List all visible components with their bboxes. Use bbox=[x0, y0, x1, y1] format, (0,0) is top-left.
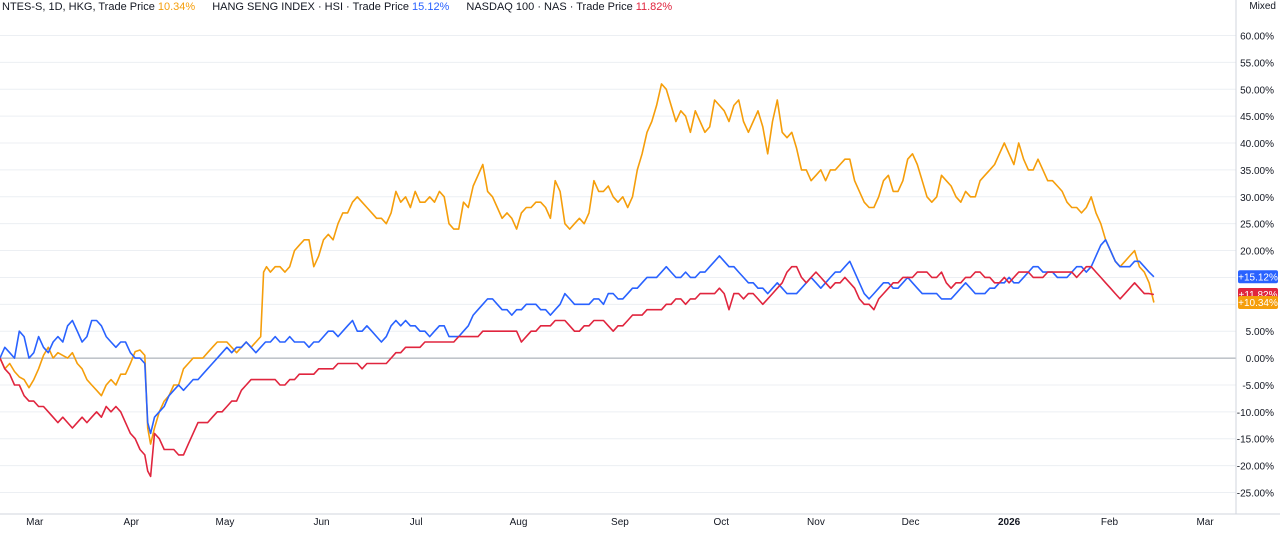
y-tick-label: 50.00% bbox=[1240, 85, 1274, 96]
last-value-badge-text: +11.82% bbox=[1238, 290, 1277, 301]
x-tick-label: Dec bbox=[902, 517, 920, 528]
y-tick-label: 30.00% bbox=[1240, 193, 1274, 204]
y-tick-label: -20.00% bbox=[1237, 462, 1274, 473]
x-tick-label: Aug bbox=[510, 517, 528, 528]
y-tick-label: -15.00% bbox=[1237, 435, 1274, 446]
x-axis[interactable]: Mar Apr May Jun Jul Aug Sep Oct Nov Dec 2026 Feb Mar bbox=[26, 517, 1214, 528]
last-value-badge: +15.12% bbox=[1238, 270, 1278, 284]
x-tick-label: Jun bbox=[313, 517, 329, 528]
legend-label-hsi: HANG SENG INDEX · HSI · Trade Price bbox=[212, 1, 410, 13]
scale-mode-label[interactable]: Mixed bbox=[1249, 1, 1276, 12]
legend-label-ntes: NTES-S, 1D, HKG, Trade Price bbox=[2, 1, 155, 13]
x-tick-label: May bbox=[216, 517, 235, 528]
y-tick-label: 20.00% bbox=[1240, 247, 1274, 258]
y-tick-label: -10.00% bbox=[1237, 408, 1274, 419]
last-value-badge-text: +10.34% bbox=[1238, 298, 1278, 309]
legend-value-ntes: 10.34% bbox=[157, 1, 196, 13]
y-tick-label: 55.00% bbox=[1240, 58, 1274, 69]
series-layer bbox=[0, 83, 1155, 478]
x-tick-label: Feb bbox=[1101, 517, 1119, 528]
x-tick-label: Nov bbox=[807, 517, 825, 528]
x-tick-label: Apr bbox=[124, 517, 140, 528]
last-value-badges: +15.12% +11.82%+10.34% bbox=[1238, 270, 1278, 309]
x-tick-label: Jul bbox=[410, 517, 423, 528]
y-tick-label: -25.00% bbox=[1237, 488, 1274, 499]
y-tick-label: 5.00% bbox=[1246, 327, 1274, 338]
y-tick-label: 60.00% bbox=[1240, 32, 1274, 43]
x-tick-label: Mar bbox=[26, 517, 44, 528]
x-tick-label: Sep bbox=[611, 517, 629, 528]
y-tick-label: 35.00% bbox=[1240, 166, 1274, 177]
x-tick-label: 2026 bbox=[998, 517, 1021, 528]
legend-item-nas[interactable]: NASDAQ 100 · NAS · Trade Price 11.82% bbox=[466, 0, 672, 14]
legend-label-nas: NASDAQ 100 · NAS · Trade Price bbox=[466, 1, 633, 13]
y-tick-label: -5.00% bbox=[1242, 381, 1274, 392]
y-tick-label: 45.00% bbox=[1240, 112, 1274, 123]
last-value-badge-text: +15.12% bbox=[1238, 272, 1278, 283]
legend-item-ntes[interactable]: NTES-S, 1D, HKG, Trade Price 10.34% bbox=[2, 0, 195, 14]
series-line-0 bbox=[0, 83, 1155, 445]
x-tick-label: Oct bbox=[714, 517, 730, 528]
last-value-badge-bg bbox=[1238, 295, 1278, 309]
legend: NTES-S, 1D, HKG, Trade Price 10.34% HANG … bbox=[2, 0, 686, 14]
last-value-badge-bg bbox=[1238, 270, 1278, 284]
last-value-badge: +10.34% bbox=[1238, 295, 1278, 309]
y-tick-label: 25.00% bbox=[1240, 220, 1274, 231]
series-line-1 bbox=[0, 239, 1155, 435]
y-axis[interactable]: -25.00% -20.00% -15.00% -10.00% -5.00% 0.00% 5… bbox=[1237, 32, 1274, 500]
legend-item-hsi[interactable]: HANG SENG INDEX · HSI · Trade Price 15.12… bbox=[212, 0, 449, 14]
x-tick-label: Mar bbox=[1196, 517, 1214, 528]
legend-value-nas: 11.82% bbox=[635, 1, 673, 13]
y-tick-label: 40.00% bbox=[1240, 139, 1274, 150]
y-tick-label: 0.00% bbox=[1246, 354, 1274, 365]
legend-value-hsi: 15.12% bbox=[412, 1, 450, 13]
series-line-2 bbox=[0, 265, 1155, 478]
